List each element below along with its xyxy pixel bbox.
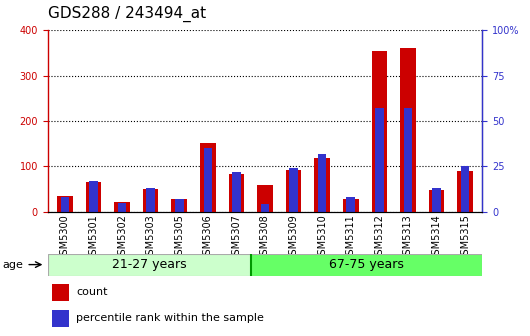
- Text: count: count: [76, 288, 108, 297]
- Bar: [200, 143, 216, 212]
- Bar: [89, 181, 98, 212]
- Bar: [204, 148, 212, 212]
- Bar: [228, 174, 244, 212]
- Text: 67-75 years: 67-75 years: [329, 258, 404, 271]
- Text: 21-27 years: 21-27 years: [112, 258, 187, 271]
- Bar: [48, 254, 251, 276]
- Bar: [404, 108, 412, 212]
- Bar: [429, 190, 445, 212]
- Bar: [146, 188, 155, 212]
- Bar: [347, 197, 355, 212]
- Bar: [52, 284, 68, 301]
- Bar: [232, 172, 241, 212]
- Bar: [286, 170, 302, 212]
- Bar: [375, 108, 384, 212]
- Bar: [261, 204, 269, 212]
- Bar: [143, 189, 158, 212]
- Bar: [251, 254, 482, 276]
- Bar: [400, 48, 416, 212]
- Bar: [314, 158, 330, 212]
- Text: percentile rank within the sample: percentile rank within the sample: [76, 313, 264, 324]
- Bar: [343, 199, 359, 212]
- Bar: [171, 199, 187, 212]
- Bar: [57, 196, 73, 212]
- Bar: [432, 188, 441, 212]
- Bar: [289, 168, 298, 212]
- Bar: [372, 51, 387, 212]
- Bar: [318, 154, 326, 212]
- Bar: [175, 199, 183, 212]
- Bar: [461, 166, 470, 212]
- Bar: [85, 182, 101, 212]
- Bar: [114, 202, 130, 212]
- Bar: [457, 171, 473, 212]
- Bar: [52, 310, 68, 327]
- Text: age: age: [2, 260, 23, 269]
- Bar: [257, 185, 273, 212]
- Text: GDS288 / 243494_at: GDS288 / 243494_at: [48, 6, 206, 22]
- Bar: [60, 197, 69, 212]
- Bar: [118, 203, 126, 212]
